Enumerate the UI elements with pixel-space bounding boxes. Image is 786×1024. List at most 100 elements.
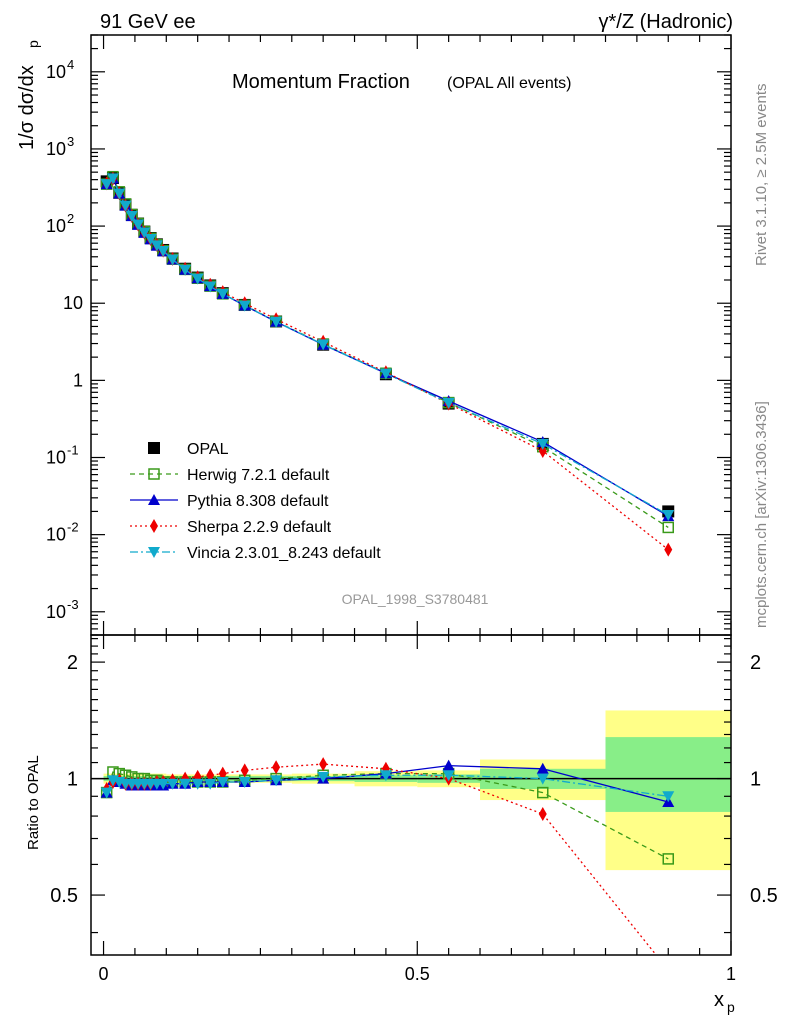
y-tick-label-exp: -2 (67, 520, 79, 535)
y-tick-label-main: 10 -1 (46, 443, 79, 468)
y-tick-label-exp: -3 (67, 597, 79, 612)
data-point-ratio-vincia (238, 776, 251, 788)
y-tick-label-main: 10 -3 (46, 597, 79, 622)
svg-text:Ratio to OPAL: Ratio to OPAL (25, 755, 42, 850)
data-point-main-sherpa (538, 443, 547, 458)
data-point-ratio-vincia (379, 770, 392, 782)
data-point-main-vincia (317, 339, 330, 351)
data-point-main-vincia (119, 200, 132, 212)
series-line-main-vincia (106, 177, 669, 516)
y-tick-label-ratio-right: 1 (750, 769, 761, 791)
analysis-watermark: OPAL_1998_S3780481 (342, 591, 489, 607)
data-point-main-vincia (100, 179, 113, 191)
uncertainty-bands (103, 710, 731, 871)
plot-subtitle: (OPAL All events) (447, 75, 572, 92)
data-point-ratio-vincia (100, 787, 113, 799)
svg-text:1/σ dσ/dx: 1/σ dσ/dx (16, 65, 38, 150)
x-tick-label: 0.5 (405, 964, 430, 984)
series-line-ratio-herwig (106, 771, 669, 860)
data-point-main-vincia (191, 273, 204, 285)
y-tick-label-ratio: 0.5 (50, 885, 78, 907)
data-point-main-vincia (157, 246, 170, 258)
legend-label-pythia: Pythia 8.308 default (187, 493, 329, 510)
data-point-main-herwig (662, 521, 675, 534)
data-point-main-vincia (132, 219, 145, 231)
svg-text:p: p (25, 40, 41, 48)
y-tick-label-base: 10 (46, 62, 66, 82)
y-tick-label-base: 10 (46, 602, 66, 622)
data-point-ratio-vincia (442, 770, 455, 782)
header-right: γ*/Z (Hadronic) (599, 11, 733, 33)
data-point-main-vincia (138, 227, 151, 239)
series-line-ratio-vincia (106, 774, 669, 797)
legend-marker-pythia (148, 494, 160, 505)
legend-label-opal: OPAL (187, 441, 229, 458)
data-point-ratio-pythia (536, 762, 549, 774)
data-point-main-vincia (166, 254, 179, 266)
y-tick-label-exp: 2 (67, 211, 74, 226)
x-axis-label-sub: p (727, 999, 735, 1015)
y-tick-label-ratio-right: 0.5 (750, 885, 778, 907)
legend: OPAL Herwig 7.2.1 default Pythia 8.308 def… (130, 441, 381, 562)
y-tick-label-exp: -1 (67, 443, 79, 458)
data-point-ratio-sherpa (240, 763, 249, 778)
data-point-main-vincia (536, 438, 549, 450)
header-left: 91 GeV ee (100, 11, 196, 33)
y-tick-label-ratio: 2 (67, 652, 78, 674)
data-point-ratio-vincia (270, 775, 283, 787)
data-point-main-vincia (270, 316, 283, 328)
data-point-ratio-vincia (191, 778, 204, 790)
data-point-ratio-vincia (204, 778, 217, 790)
ratio-plot-area: 0 0.5 1 0.5 0.5 1 1 2 2 (50, 635, 778, 984)
y-tick-label-base: 10 (46, 139, 66, 159)
data-point-main-sherpa (664, 542, 673, 557)
y-tick-label-base: 10 (46, 448, 66, 468)
x-axis-label: x (714, 989, 724, 1011)
y-axis-label-main-sub: p (25, 40, 41, 48)
y-tick-label-main: 10 -2 (46, 520, 79, 545)
data-point-ratio-vincia (317, 771, 330, 783)
y-tick-label-main: 1 (73, 370, 83, 390)
data-point-ratio-vincia (536, 773, 549, 785)
data-point-main-vincia (238, 300, 251, 312)
series-line-main-pythia (106, 177, 669, 517)
side-label-mcplots: mcplots.cern.ch [arXiv:1306.3436] (753, 401, 770, 628)
ratio-series (100, 757, 675, 955)
plot-title: Momentum Fraction (232, 71, 410, 93)
data-point-main-vincia (179, 264, 192, 276)
svg-text:mcplots.cern.ch [arXiv:1306.34: mcplots.cern.ch [arXiv:1306.3436] (753, 401, 770, 628)
legend-label-herwig: Herwig 7.2.1 default (187, 467, 330, 484)
y-tick-label-main: 10 4 (46, 57, 74, 82)
y-tick-label-exp: 3 (67, 134, 74, 149)
legend-label-vincia: Vincia 2.3.01_8.243 default (187, 545, 381, 562)
x-tick-label: 1 (726, 964, 736, 984)
data-point-ratio-sherpa (538, 806, 547, 821)
y-tick-label-exp: 4 (67, 57, 74, 72)
y-axis-label-ratio: Ratio to OPAL (25, 755, 42, 850)
data-point-ratio-pythia (442, 759, 455, 771)
data-point-main-vincia (204, 281, 217, 293)
data-point-main-vincia (113, 188, 126, 200)
ratio-plot-frame (90, 634, 732, 956)
y-axis-label-main: 1/σ dσ/dx (16, 65, 38, 150)
data-point-main-vincia (662, 509, 675, 521)
legend-marker-sherpa (150, 519, 158, 533)
y-tick-label-text: 1 (73, 370, 83, 390)
data-point-main-vincia (150, 240, 163, 252)
data-point-main-vincia (125, 210, 138, 222)
data-point-ratio-herwig (537, 786, 549, 799)
y-tick-label-ratio: 1 (67, 769, 78, 791)
legend-marker-opal (148, 442, 160, 454)
data-point-main-vincia (216, 288, 229, 300)
legend-marker-herwig (148, 468, 160, 480)
data-point-ratio-sherpa (272, 760, 281, 775)
data-point-ratio-vincia (166, 778, 179, 790)
data-point-ratio-vincia (179, 778, 192, 790)
data-point-ratio-vincia (662, 791, 675, 803)
x-tick-label: 0 (99, 964, 109, 984)
y-tick-label-main: 10 3 (46, 134, 74, 159)
data-point-ratio-vincia (216, 776, 229, 788)
legend-marker-vincia (148, 547, 160, 558)
